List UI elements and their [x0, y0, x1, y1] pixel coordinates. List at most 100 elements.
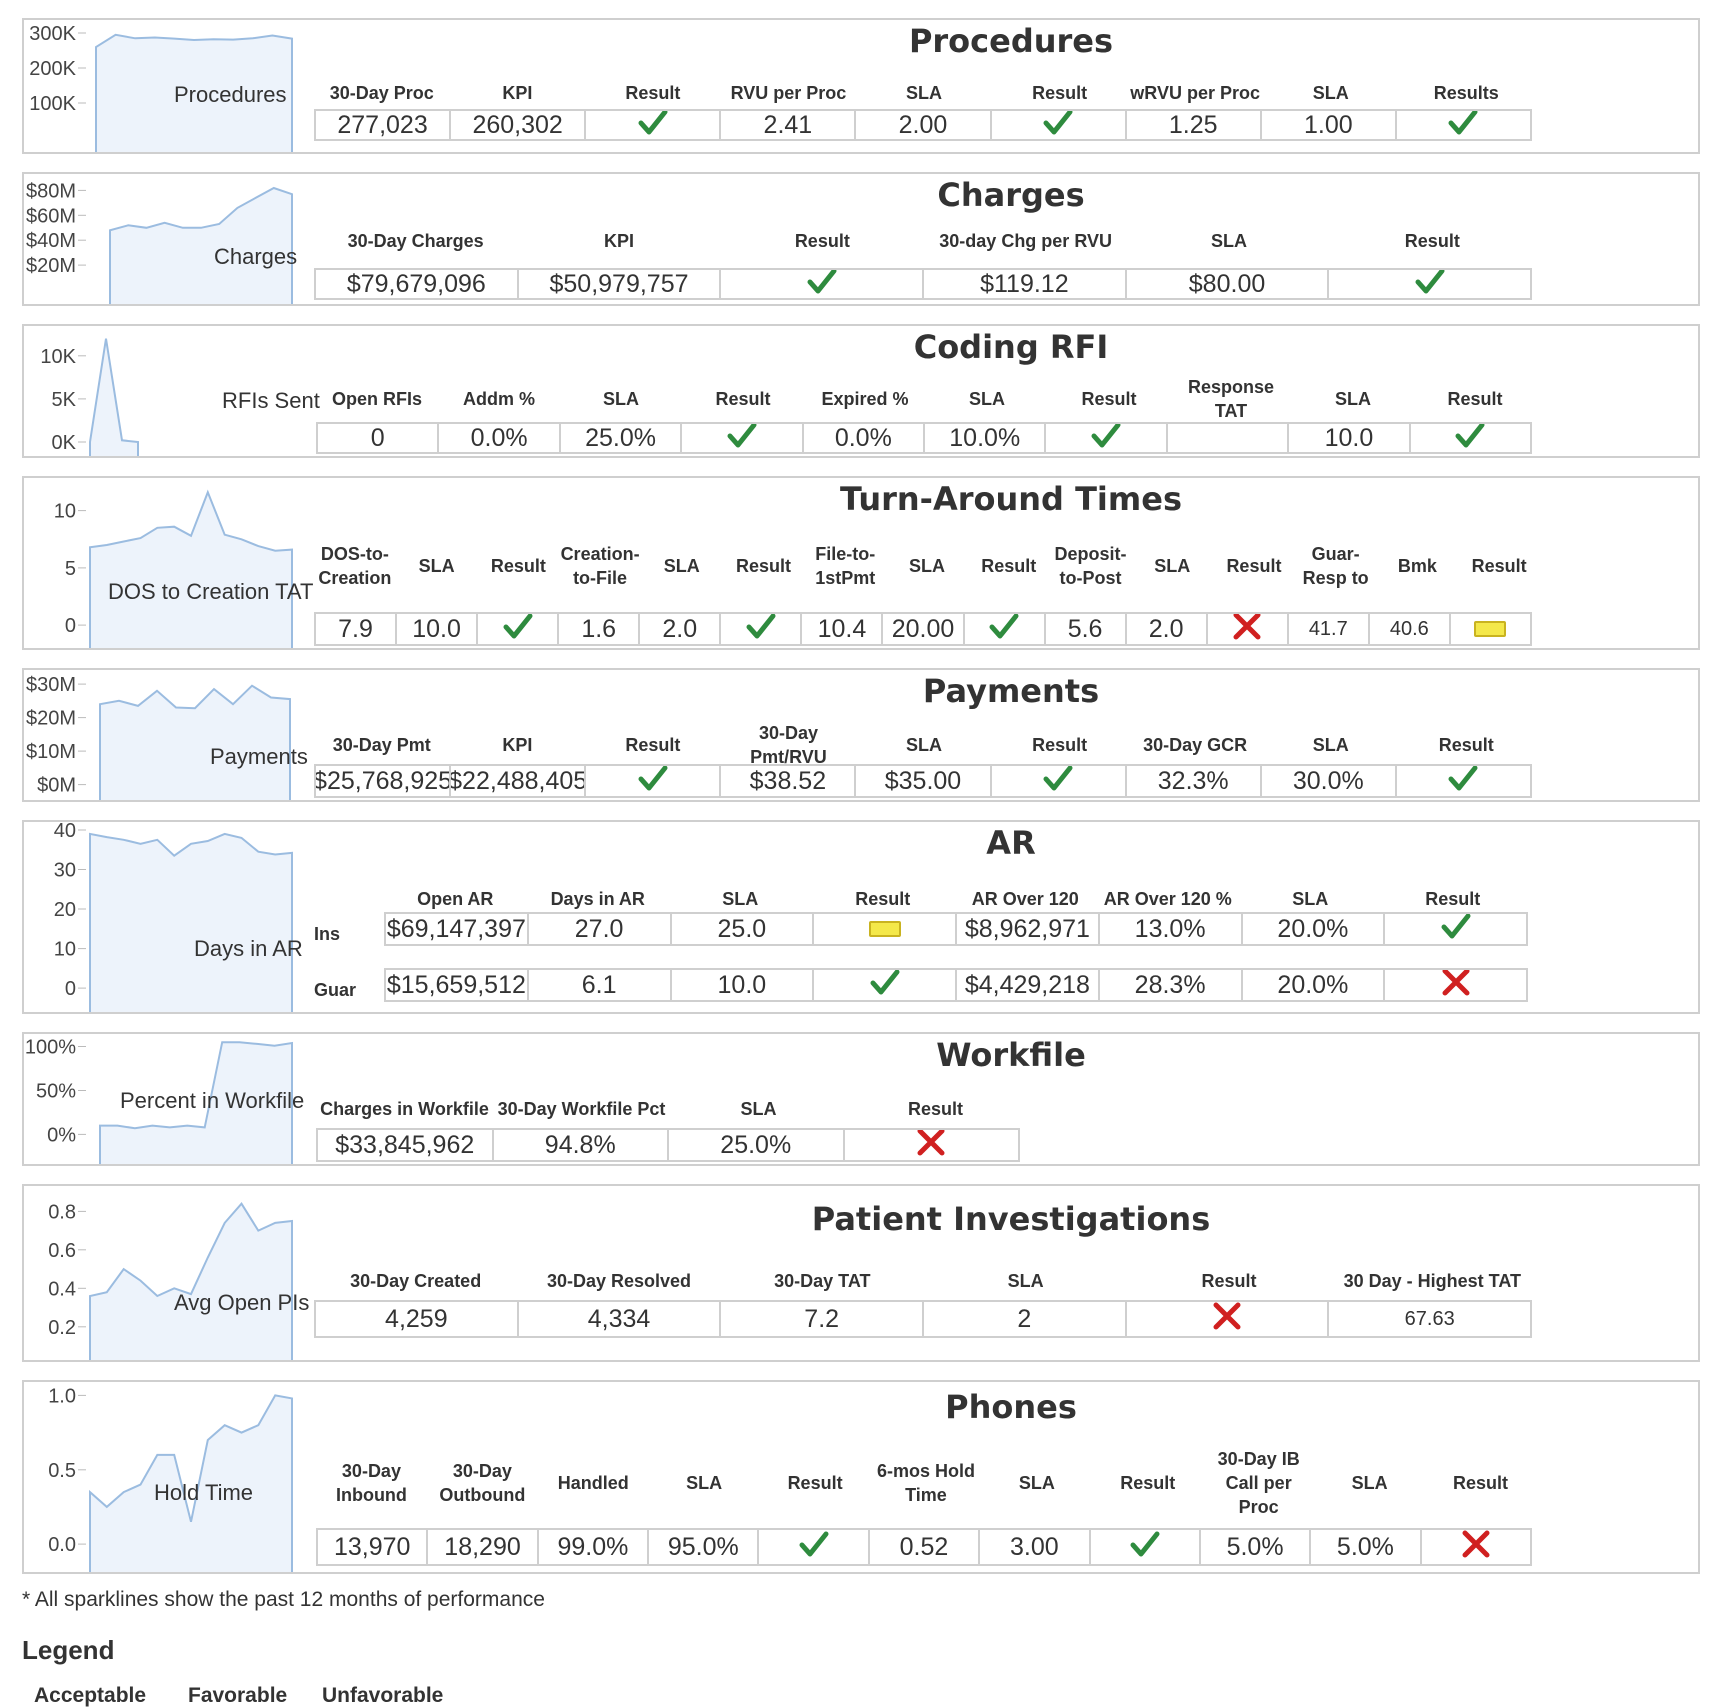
table-cell [814, 914, 957, 944]
coding-rfi-sparkline-label: RFIs Sent [222, 388, 320, 413]
pi-title: Patient Investigations [811, 1200, 1211, 1238]
pi-values-row: 4,259 4,334 7.2 2 67.63 [314, 1300, 1532, 1338]
sparkline-area [100, 685, 290, 800]
check-icon [799, 1530, 829, 1564]
column-header: 30-Day Inbound [335, 1461, 407, 1505]
cross-icon [1441, 970, 1471, 1000]
y-tick-label: 30 [54, 860, 76, 882]
table-cell: 10.0 [397, 614, 479, 644]
charges-headers: 30-Day Charges KPI Result 30-day Chg per RV… [314, 218, 1534, 263]
tat-panel: 10 5 0 DOS to Creation TAT Turn-Around Tim… [22, 476, 1700, 650]
y-tick-label: $20M [26, 708, 76, 730]
cross-icon [1461, 1530, 1491, 1564]
column-header: 30-Day GCR [1143, 734, 1248, 755]
coding-rfi-sparkline-chart: 10K 5K 0K [40, 338, 139, 456]
sparkline-area [110, 188, 292, 304]
column-header: Result [1471, 556, 1527, 576]
table-cell: 30.0% [1262, 766, 1397, 796]
table-cell: 5.0% [1201, 1530, 1312, 1564]
table-cell [1168, 424, 1290, 452]
coding-rfi-panel: 10K 5K 0K RFIs Sent Coding RFI Open RFIs Ad… [22, 324, 1700, 458]
column-header: SLA [1351, 1473, 1388, 1493]
column-header: Result [1425, 888, 1481, 909]
column-header: 30-Day Pmt/RVU [750, 722, 827, 767]
column-header: Expired % [821, 388, 909, 409]
table-cell [586, 111, 722, 139]
sparkline-area [90, 1395, 292, 1572]
column-header: Addm % [463, 388, 535, 409]
y-tick-label: 100% [25, 1037, 76, 1059]
workfile-headers: Charges in Workfile 30-Day Workfile Pct SL… [316, 1086, 1024, 1131]
coding-rfi-sparkline: 10K 5K 0K RFIs Sent [24, 326, 324, 456]
check-icon [727, 424, 757, 452]
table-cell [992, 111, 1127, 139]
workfile-sparkline-label: Percent in Workfile [120, 1088, 305, 1113]
y-tick-label: 10K [40, 346, 76, 368]
pi-sparkline: 0.8 0.6 0.4 0.2 Avg Open PIs [24, 1186, 324, 1360]
table-cell: 277,023 [316, 111, 452, 139]
legend-favorable: Favorable [188, 1684, 288, 1707]
y-tick-label: $60M [26, 205, 76, 227]
charges-values-row: $79,679,096 $50,979,757 $119.12 $80.00 [314, 268, 1532, 300]
warn-icon [868, 921, 901, 937]
column-header: 30 Day - Highest TAT [1343, 1270, 1521, 1291]
payments-sparkline: $30M $20M $10M $0M Payments [24, 670, 324, 800]
table-cell: 5.6 [1046, 614, 1127, 644]
pi-sparkline-label: Avg Open PIs [174, 1290, 310, 1315]
table-cell: 99.0% [539, 1530, 650, 1564]
column-header: 30-Day Pmt [332, 734, 431, 755]
sparkline-line [89, 832, 293, 1012]
table-cell [814, 970, 957, 1000]
y-tick-label: 50% [36, 1081, 76, 1103]
column-header: AR Over 120 [971, 888, 1079, 909]
workfile-values-row: $33,845,962 94.8% 25.0% [316, 1128, 1020, 1162]
procedures-title: Procedures [908, 22, 1114, 60]
sparkline-area [90, 492, 292, 648]
column-header: 30-day Chg per RVU [939, 230, 1112, 251]
y-tick-label: $20M [26, 255, 76, 277]
table-cell [721, 614, 803, 644]
table-cell: 10.0 [1289, 424, 1411, 452]
tat-sparkline-chart: 10 5 0 [54, 489, 293, 648]
ar-sparkline-label: Days in AR [194, 936, 303, 961]
coding-rfi-title: Coding RFI [913, 328, 1109, 366]
tat-title: Turn-Around Times [840, 480, 1182, 518]
check-icon [1043, 766, 1073, 796]
table-cell: 7.9 [316, 614, 398, 644]
legend-unfavorable: Unfavorable [322, 1684, 444, 1707]
table-cell: 10.0% [925, 424, 1047, 452]
table-cell [682, 424, 804, 452]
column-header: RVU per Proc [730, 82, 847, 103]
table-cell: 2.0 [640, 614, 722, 644]
column-header: Result [855, 888, 911, 909]
phones-headers: 30-Day Inbound 30-Day Outbound Handled SLA R… [316, 1438, 1536, 1528]
column-header: KPI [502, 734, 533, 755]
column-header: Bmk [1397, 556, 1437, 576]
y-tick-label: 0.2 [48, 1317, 76, 1339]
tat-sparkline: 10 5 0 DOS to Creation TAT [24, 478, 324, 648]
table-cell: 2.00 [856, 111, 992, 139]
ar-sparkline-chart: 40 30 20 10 0 [54, 822, 293, 1012]
table-cell: 20.0% [1243, 914, 1386, 944]
table-cell: 2.0 [1127, 614, 1208, 644]
table-cell: 41.7 [1289, 614, 1370, 644]
table-cell: 1.00 [1262, 111, 1397, 139]
check-icon [1415, 270, 1445, 298]
table-cell: 20.00 [883, 614, 965, 644]
charges-title: Charges [937, 176, 1085, 214]
table-cell: 27.0 [529, 914, 672, 944]
payments-panel: $30M $20M $10M $0M Payments Payments 30-Day… [22, 668, 1700, 802]
table-cell [1397, 766, 1530, 796]
column-header: Result [625, 734, 681, 755]
column-header: Result [1438, 734, 1494, 755]
sparkline-area [90, 833, 292, 1012]
column-header: SLA [909, 556, 945, 576]
column-header: Result [787, 1473, 843, 1493]
table-cell [1208, 614, 1289, 644]
table-cell [845, 1130, 1019, 1160]
y-tick-label: 300K [29, 23, 76, 45]
table-cell: $38.52 [721, 766, 857, 796]
y-tick-label: 0.0 [48, 1534, 76, 1556]
table-cell: 10.0 [672, 970, 815, 1000]
procedures-headers: 30-Day Proc KPI Result RVU per Proc SLA Resul… [314, 70, 1534, 115]
